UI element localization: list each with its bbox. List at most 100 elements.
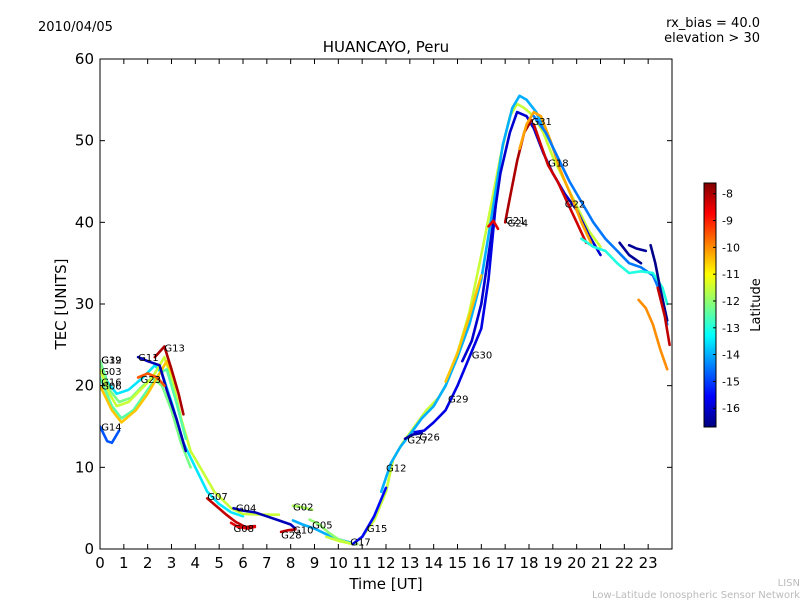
- label-G21: G21: [505, 216, 525, 227]
- series-G27: [403, 431, 424, 441]
- y-tick-label: 40: [75, 213, 94, 231]
- footer-network: Low-Latitude Ionospheric Sensor Network: [592, 590, 800, 600]
- series-G13: [153, 345, 185, 416]
- series-G26: [413, 204, 497, 434]
- series-G33: [637, 298, 669, 371]
- x-tick-label: 6: [238, 554, 248, 572]
- label-G07: G07: [207, 492, 227, 503]
- label-G10: G10: [293, 525, 313, 536]
- rx-bias-label: rx_bias = 40.0: [666, 16, 760, 31]
- series-G02: [291, 504, 314, 512]
- label-G16: G16: [101, 378, 121, 389]
- series-G23: [136, 372, 166, 387]
- series-G34: [656, 286, 671, 347]
- label-G05: G05: [312, 521, 332, 532]
- series-G20: [627, 243, 648, 253]
- series-G15: [351, 486, 388, 546]
- label-G28: G28: [281, 530, 301, 541]
- chart-title: HUANCAYO, Peru: [323, 38, 449, 56]
- x-axis-label: Time [UT]: [348, 575, 422, 593]
- x-tick-label: 2: [143, 554, 153, 572]
- series-G22: [532, 114, 669, 326]
- x-tick-label: 21: [591, 554, 610, 572]
- x-tick-label: 13: [400, 554, 419, 572]
- label-G08: G08: [234, 524, 254, 535]
- series-G16: [100, 368, 188, 441]
- label-G18: G18: [548, 159, 568, 170]
- colorbar-tick-label: -12: [722, 295, 740, 308]
- label-G26: G26: [419, 432, 439, 443]
- x-tick-label: 15: [448, 554, 467, 572]
- series-G06: [100, 359, 176, 424]
- x-tick-label: 9: [310, 554, 320, 572]
- y-tick-label: 30: [75, 295, 94, 313]
- x-tick-label: 3: [167, 554, 177, 572]
- x-tick-label: 4: [191, 554, 201, 572]
- x-tick-label: 17: [496, 554, 515, 572]
- label-G12: G12: [386, 463, 406, 474]
- label-G06: G06: [101, 382, 121, 393]
- colorbar-tick-label: -9: [722, 215, 733, 228]
- series-G09: [618, 241, 643, 265]
- label-G13: G13: [164, 343, 184, 354]
- x-tick-label: 23: [639, 554, 658, 572]
- y-ticks: 0 10 20 30 40 50 60: [75, 50, 672, 558]
- series-G08: [229, 521, 257, 530]
- x-tick-label: 22: [615, 554, 634, 572]
- x-tick-label: 0: [95, 554, 105, 572]
- label-G14: G14: [101, 423, 121, 434]
- x-tick-label: 12: [376, 554, 395, 572]
- colorbar-tick-label: -16: [722, 402, 740, 415]
- y-tick-label: 50: [75, 132, 94, 150]
- label-G02: G02: [293, 503, 313, 514]
- x-tick-label: 20: [567, 554, 586, 572]
- label-G24: G24: [508, 218, 528, 229]
- label-G04: G04: [236, 503, 256, 514]
- label-G27: G27: [407, 436, 427, 447]
- label-G30: G30: [472, 351, 492, 362]
- date-label: 2010/04/05: [38, 20, 113, 35]
- series-layer: [100, 94, 671, 546]
- series-G14: [100, 425, 121, 445]
- colorbar-tick-label: -15: [722, 375, 740, 388]
- x-tick-label: 11: [353, 554, 372, 572]
- series-G21: [487, 219, 500, 231]
- x-tick-label: 16: [472, 554, 491, 572]
- series-G11: [136, 355, 188, 453]
- label-G03: G03: [101, 367, 121, 378]
- series-G07: [206, 497, 257, 529]
- colorbar-ticks: -8 -9 -10 -11 -12 -13 -14 -15 -16: [713, 188, 740, 415]
- label-G22: G22: [565, 200, 585, 211]
- series-G25: [649, 243, 669, 322]
- label-G23: G23: [141, 375, 161, 386]
- series-G03: [100, 355, 281, 516]
- label-G29: G29: [448, 395, 468, 406]
- label-G31: G31: [531, 117, 551, 128]
- x-tick-label: 19: [543, 554, 562, 572]
- colorbar-label: Latitude: [749, 278, 764, 332]
- colorbar-tick-label: -11: [722, 268, 740, 281]
- y-tick-label: 20: [75, 377, 94, 395]
- colorbar-tick-label: -8: [722, 188, 733, 201]
- colorbar: -8 -9 -10 -11 -12 -13 -14 -15 -16 Latitude: [703, 182, 764, 428]
- series-G29: [444, 274, 483, 383]
- series-G04: [232, 506, 297, 530]
- y-tick-label: 60: [75, 50, 94, 68]
- x-tick-label: 7: [262, 554, 272, 572]
- series-G28: [279, 528, 297, 534]
- elevation-label: elevation > 30: [664, 31, 760, 46]
- label-G15: G15: [367, 524, 387, 535]
- x-tick-label: 1: [119, 554, 129, 572]
- label-G17: G17: [350, 538, 370, 549]
- series-G30: [461, 110, 602, 363]
- x-tick-label: 8: [286, 554, 296, 572]
- y-tick-label: 0: [84, 540, 94, 558]
- label-G11: G11: [138, 353, 158, 364]
- x-tick-label: 5: [214, 554, 224, 572]
- label-G19: G19: [101, 356, 121, 367]
- y-tick-label: 10: [75, 458, 94, 476]
- colorbar-tick-label: -13: [722, 322, 740, 335]
- x-tick-label: 14: [424, 554, 443, 572]
